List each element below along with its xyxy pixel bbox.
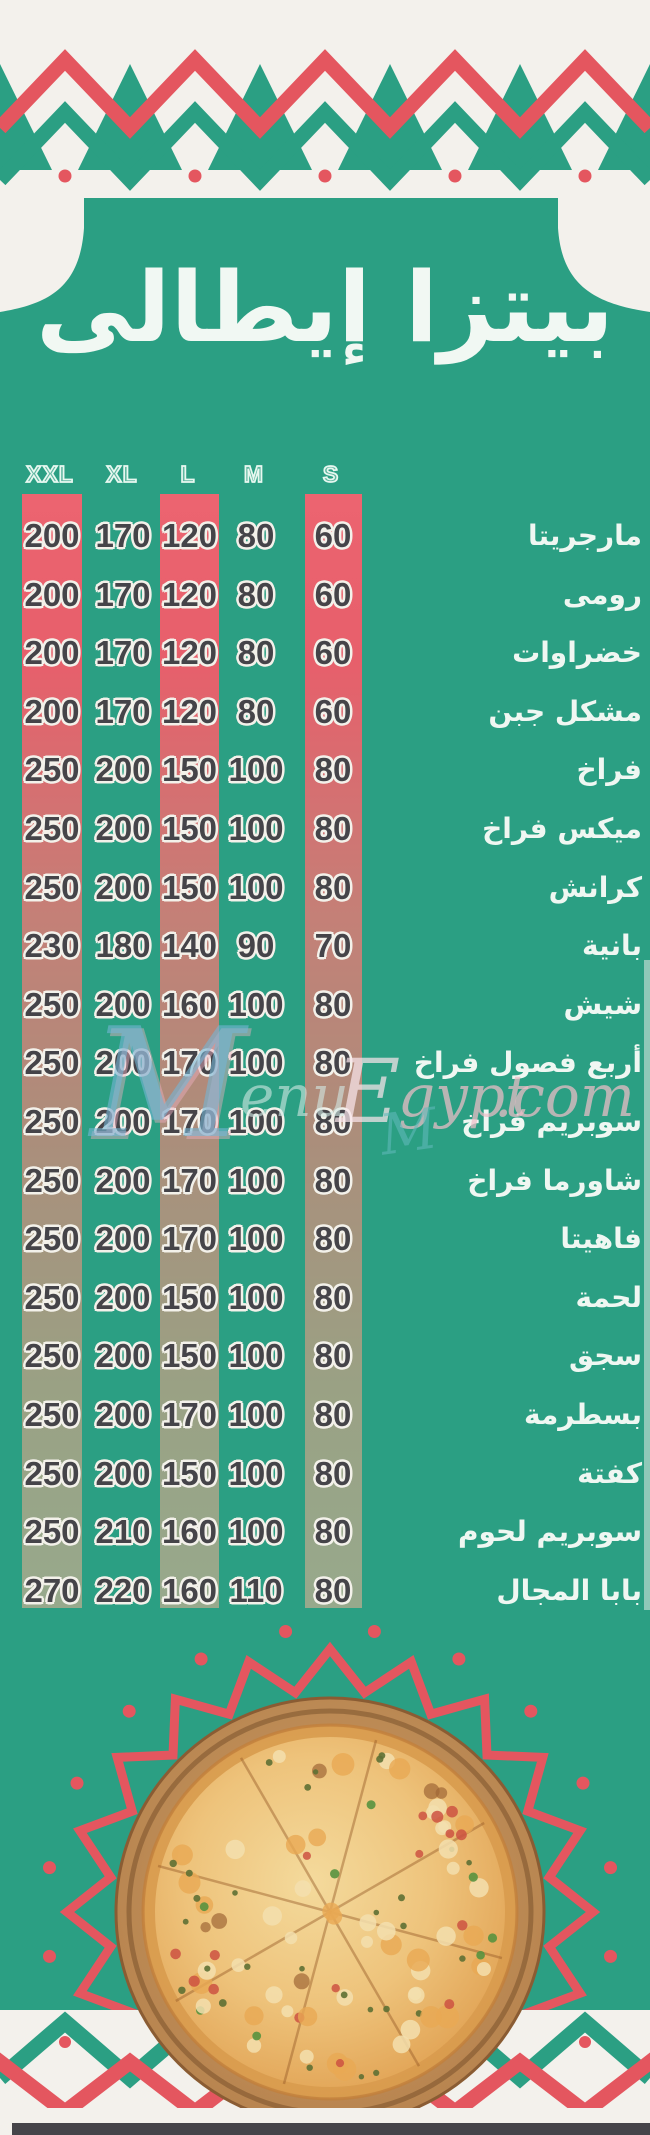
price-column-stripes [22,494,362,1608]
menu-title: بيتزا إيطالى [35,251,616,364]
top-dots [58,169,592,183]
scan-edge-line [0,2108,650,2135]
scan-light-strip [644,960,650,1610]
pizza-photo [114,1696,546,2128]
top-zigzag-decoration [0,49,650,191]
